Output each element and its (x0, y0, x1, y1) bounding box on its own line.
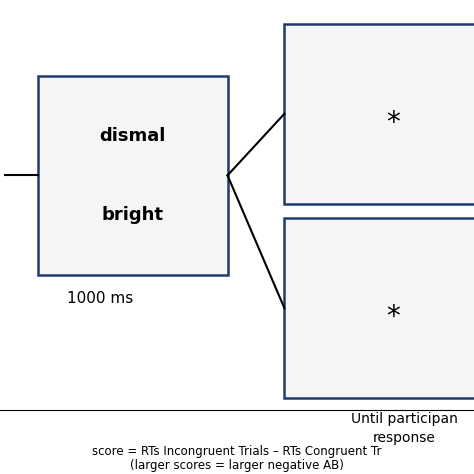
Text: bright: bright (102, 206, 164, 224)
Text: (larger scores = larger negative AB): (larger scores = larger negative AB) (130, 459, 344, 472)
Text: response: response (373, 431, 436, 446)
Text: dismal: dismal (100, 127, 166, 145)
Text: *: * (386, 109, 401, 137)
Bar (284, 218, 474, 398)
Text: score = RTs Incongruent Trials – RTs Congruent Tr: score = RTs Incongruent Trials – RTs Con… (92, 445, 382, 458)
Text: 1000 ms: 1000 ms (67, 292, 134, 306)
Text: Until participan: Until participan (351, 412, 458, 427)
Text: *: * (386, 303, 401, 331)
Bar (284, 24, 474, 204)
Bar (38, 76, 228, 275)
